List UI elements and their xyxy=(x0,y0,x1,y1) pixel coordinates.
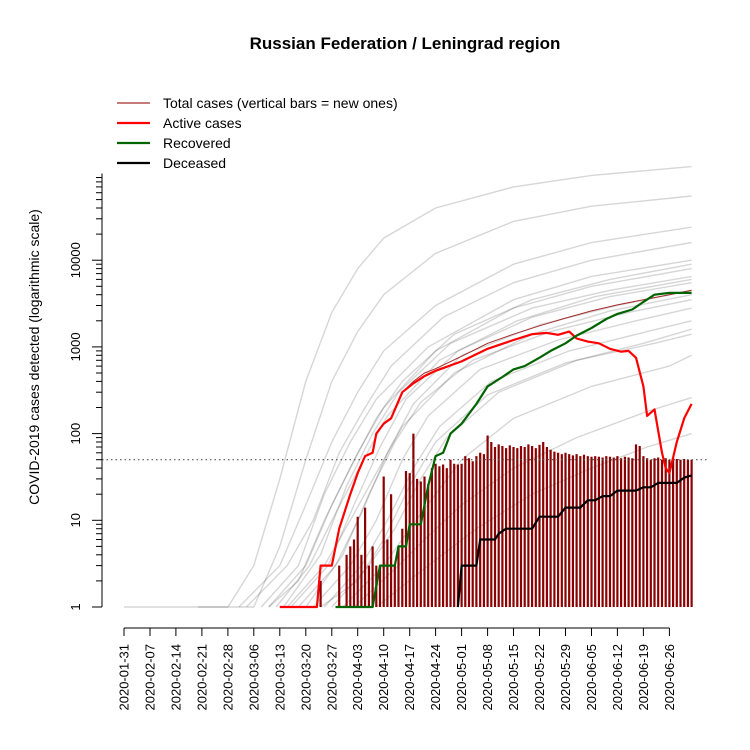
x-tick-label: 2020-01-31 xyxy=(117,644,132,711)
legend-label-3: Recovered xyxy=(163,135,231,151)
x-tick-label: 2020-05-29 xyxy=(558,644,573,711)
new-cases-bars xyxy=(319,433,693,607)
x-tick-label: 2020-05-15 xyxy=(506,644,521,711)
y-tick-label: 10000 xyxy=(68,242,83,278)
x-tick-label: 2020-03-06 xyxy=(246,644,261,711)
x-tick-label: 2020-04-03 xyxy=(350,644,365,711)
x-tick-label: 2020-04-10 xyxy=(376,644,391,711)
comparison-curve-3 xyxy=(238,226,692,608)
x-tick-label: 2020-02-21 xyxy=(194,644,209,711)
comparison-curve-11 xyxy=(312,307,692,608)
legend: Total cases (vertical bars = new ones) Ac… xyxy=(117,95,398,171)
comparison-curve-10 xyxy=(305,299,692,608)
x-tick-label: 2020-04-24 xyxy=(428,644,443,711)
legend-label-4: Deceased xyxy=(163,155,226,171)
y-tick-label: 1000 xyxy=(68,332,83,361)
legend-label-2: Active cases xyxy=(163,115,242,131)
x-tick-label: 2020-06-05 xyxy=(584,644,599,711)
x-tick-label: 2020-06-26 xyxy=(662,644,677,711)
y-tick-label: 10 xyxy=(68,513,83,527)
x-tick-label: 2020-06-12 xyxy=(610,644,625,711)
comparison-curve-13 xyxy=(331,333,692,608)
x-tick-label: 2020-02-14 xyxy=(168,644,183,711)
y-tick-label: 1 xyxy=(68,603,83,610)
series-line-3 xyxy=(335,291,692,609)
comparison-curve-6 xyxy=(268,267,692,608)
comparison-curve-12 xyxy=(323,320,692,608)
comparison-curve-17 xyxy=(268,263,692,608)
comparison-curves xyxy=(124,165,692,608)
comparison-curve-18 xyxy=(275,278,692,608)
x-tick-label: 2020-02-07 xyxy=(143,644,158,711)
comparison-curve-7 xyxy=(282,275,692,608)
series-line-4 xyxy=(456,474,692,608)
comparison-curve-4 xyxy=(245,241,692,608)
x-tick-label: 2020-04-17 xyxy=(402,644,417,711)
comparison-curve-15 xyxy=(353,396,692,608)
x-tick-label: 2020-02-28 xyxy=(220,644,235,711)
x-tick-label: 2020-05-22 xyxy=(532,644,547,711)
x-tick-label: 2020-03-27 xyxy=(324,644,339,711)
series-lines xyxy=(279,289,693,609)
comparison-curve-5 xyxy=(260,259,692,608)
series-line-2 xyxy=(279,330,693,609)
legend-label-1: Total cases (vertical bars = new ones) xyxy=(163,95,398,111)
x-tick-label: 2020-03-13 xyxy=(272,644,287,711)
comparison-curve-19 xyxy=(286,294,692,608)
comparison-curve-9 xyxy=(297,289,692,608)
comparison-curve-2 xyxy=(198,195,692,608)
comparison-curve-14 xyxy=(342,354,692,608)
x-tick-label: 2020-03-20 xyxy=(298,644,313,711)
x-tick-label: 2020-05-08 xyxy=(480,644,495,711)
x-tick-label: 2020-06-19 xyxy=(636,644,651,711)
axes: 1 10 100 1000 10000 2020-01-31 2020-02-07 2020-… xyxy=(68,173,677,711)
y-axis-label: COVID-2019 cases detected (logarithmic s… xyxy=(26,209,42,505)
chart-title: Russian Federation / Leningrad region xyxy=(250,34,561,53)
y-tick-label: 100 xyxy=(68,423,83,445)
x-tick-label: 2020-05-01 xyxy=(454,644,469,711)
comparison-curve-1 xyxy=(124,165,692,608)
